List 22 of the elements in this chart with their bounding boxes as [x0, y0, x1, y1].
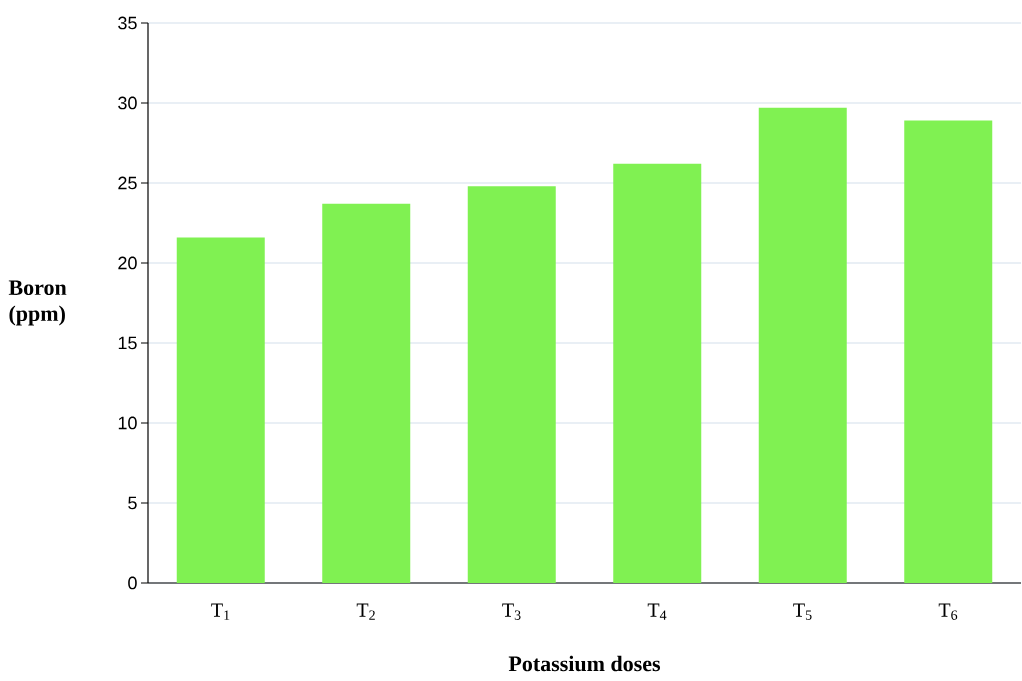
- y-axis-title: Boron (ppm): [8, 280, 67, 326]
- y-tick-label: 25: [118, 176, 137, 190]
- bar: [613, 163, 702, 583]
- x-tick-label: T$_{3}$: [502, 603, 521, 620]
- y-tick-label: 30: [118, 96, 137, 110]
- bar: [322, 203, 411, 583]
- bar: [904, 120, 993, 583]
- x-tick-label: T$_{4}$: [647, 603, 667, 620]
- y-tick-label: 20: [118, 256, 137, 270]
- bar: [758, 107, 847, 583]
- y-tick-label: 10: [118, 416, 137, 430]
- x-axis-title: Potassium doses: [508, 655, 661, 672]
- bar: [467, 186, 556, 583]
- x-tick-label: T$_{1}$: [211, 603, 230, 620]
- x-tick-label: T$_{6}$: [938, 603, 958, 620]
- y-tick-label: 5: [128, 496, 137, 510]
- x-tick-label: T$_{5}$: [793, 603, 812, 620]
- x-tick-label: T$_{2}$: [356, 603, 375, 620]
- y-tick-label: 0: [128, 576, 137, 590]
- y-tick-label: 35: [118, 16, 137, 30]
- y-tick-label: 15: [118, 336, 137, 350]
- bar: [176, 237, 265, 583]
